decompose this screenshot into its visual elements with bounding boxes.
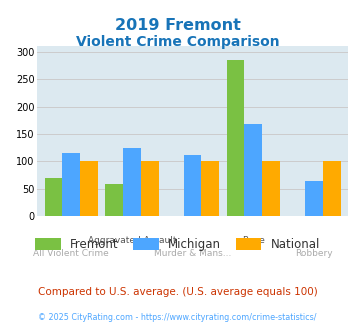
Text: 2019 Fremont: 2019 Fremont [115,18,240,33]
Bar [141,161,159,216]
Bar [202,161,219,216]
Text: Murder & Mans...: Murder & Mans... [154,249,231,258]
Bar [80,161,98,216]
Text: Rape: Rape [242,236,265,245]
Legend: Fremont, Michigan, National: Fremont, Michigan, National [30,233,325,256]
Bar [62,153,80,216]
Bar [226,60,244,216]
Text: Violent Crime Comparison: Violent Crime Comparison [76,35,279,49]
Text: © 2025 CityRating.com - https://www.cityrating.com/crime-statistics/: © 2025 CityRating.com - https://www.city… [38,313,317,322]
Bar [184,155,202,216]
Bar [123,148,141,216]
Bar [105,184,123,216]
Text: All Violent Crime: All Violent Crime [33,249,109,258]
Bar [323,161,340,216]
Text: Compared to U.S. average. (U.S. average equals 100): Compared to U.S. average. (U.S. average … [38,287,317,297]
Text: Aggravated Assault: Aggravated Assault [88,236,176,245]
Bar [45,178,62,216]
Bar [305,181,323,216]
Bar [244,124,262,216]
Bar [262,161,280,216]
Text: Robbery: Robbery [295,249,333,258]
